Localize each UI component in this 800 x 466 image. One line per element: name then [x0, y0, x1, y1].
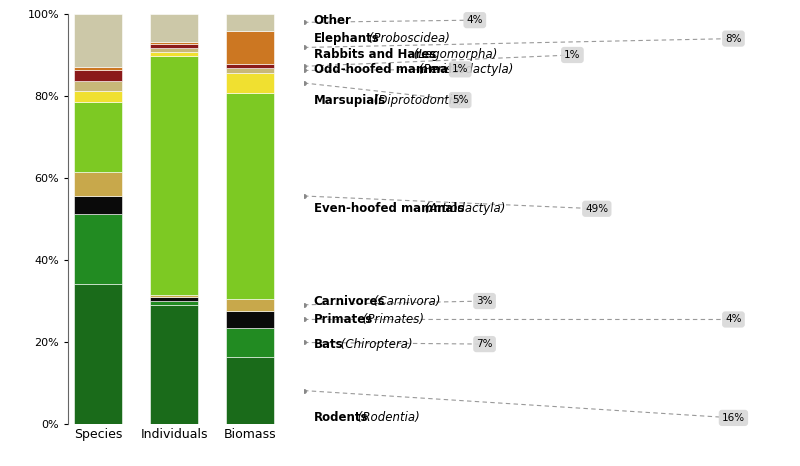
Text: (Primates): (Primates) — [359, 313, 424, 326]
Text: Elephants: Elephants — [314, 32, 379, 45]
Text: (Rodentia): (Rodentia) — [354, 411, 419, 425]
Bar — [150, 297, 198, 301]
Bar — [74, 102, 122, 171]
Text: 4%: 4% — [466, 15, 483, 25]
Text: Odd-hoofed mammals: Odd-hoofed mammals — [314, 63, 459, 76]
Bar — [226, 69, 274, 73]
Text: 1%: 1% — [452, 64, 469, 75]
Bar — [226, 328, 274, 357]
Text: (Chiroptera): (Chiroptera) — [337, 337, 412, 350]
Text: 8%: 8% — [725, 34, 742, 44]
Bar — [74, 67, 122, 70]
Text: 49%: 49% — [586, 204, 608, 214]
Text: (Lagomorpha): (Lagomorpha) — [410, 48, 497, 62]
Text: Carnivores: Carnivores — [314, 295, 386, 308]
Text: Primates: Primates — [314, 313, 373, 326]
Bar — [74, 81, 122, 91]
Text: 5%: 5% — [452, 95, 469, 105]
Bar — [74, 171, 122, 196]
Bar — [74, 196, 122, 214]
Bar — [226, 64, 274, 69]
Bar — [226, 94, 274, 299]
Bar — [150, 14, 198, 42]
Bar — [226, 357, 274, 424]
Text: Even-hoofed mammals: Even-hoofed mammals — [314, 202, 464, 215]
Bar — [150, 301, 198, 305]
Text: (Diprotodontia): (Diprotodontia) — [370, 94, 465, 107]
Bar — [74, 70, 122, 81]
Bar — [74, 14, 122, 67]
Bar — [150, 56, 198, 295]
Bar — [74, 91, 122, 102]
Bar — [150, 52, 198, 56]
Text: 1%: 1% — [564, 50, 581, 60]
Bar — [226, 73, 274, 94]
Bar — [74, 284, 122, 424]
Text: Rabbits and Hares: Rabbits and Hares — [314, 48, 436, 62]
Bar — [226, 299, 274, 311]
Text: 3%: 3% — [476, 296, 493, 306]
Text: Bats: Bats — [314, 337, 343, 350]
Text: Rodents: Rodents — [314, 411, 368, 425]
Text: (Perissodactyla): (Perissodactyla) — [415, 63, 514, 76]
Text: (Artiodactyla): (Artiodactyla) — [421, 202, 506, 215]
Text: (Proboscidea): (Proboscidea) — [365, 32, 450, 45]
Text: Marsupials: Marsupials — [314, 94, 386, 107]
Text: 16%: 16% — [722, 413, 745, 423]
Bar — [150, 44, 198, 48]
Text: 7%: 7% — [476, 339, 493, 349]
Bar — [74, 214, 122, 284]
Bar — [226, 31, 274, 64]
Text: Other: Other — [314, 14, 352, 27]
Text: (Carnivora): (Carnivora) — [370, 295, 441, 308]
Text: 4%: 4% — [725, 315, 742, 324]
Bar — [226, 311, 274, 328]
Bar — [150, 42, 198, 44]
Bar — [226, 14, 274, 31]
Bar — [150, 305, 198, 424]
Bar — [150, 48, 198, 52]
Bar — [150, 295, 198, 297]
